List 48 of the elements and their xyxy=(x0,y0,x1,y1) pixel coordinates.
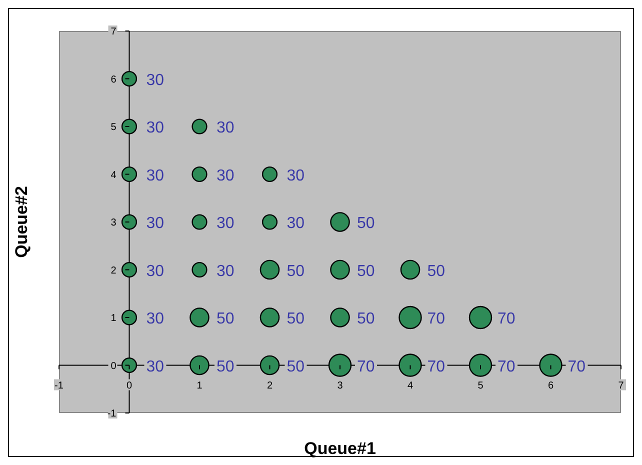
x-tick-label: 5 xyxy=(478,380,484,392)
y-tick-label: 3 xyxy=(110,218,117,228)
data-label: 30 xyxy=(216,215,234,232)
data-label: 30 xyxy=(146,310,164,328)
x-tick-label: 3 xyxy=(337,380,344,392)
data-label: 30 xyxy=(216,262,234,280)
data-label: 50 xyxy=(357,262,375,280)
data-label: 30 xyxy=(146,120,164,136)
data-label: 50 xyxy=(216,310,234,328)
y-tick-label: 7 xyxy=(110,26,117,38)
y-tick-label: 6 xyxy=(110,74,117,86)
data-label: 30 xyxy=(216,120,234,136)
data-label: 30 xyxy=(146,215,164,232)
y-axis-title: Queue#2 xyxy=(12,186,32,258)
data-label: 50 xyxy=(216,358,234,376)
data-label: 70 xyxy=(568,358,586,376)
data-label: 70 xyxy=(498,358,516,376)
data-label: 50 xyxy=(357,215,375,232)
y-tick-label: 0 xyxy=(110,360,117,372)
y-tick-label: 2 xyxy=(110,265,117,276)
x-tick-label: 1 xyxy=(196,380,203,392)
data-label: 50 xyxy=(286,358,305,376)
data-label: 30 xyxy=(216,167,234,184)
data-label: 30 xyxy=(146,358,164,376)
y-tick-label: 4 xyxy=(110,170,117,181)
data-label: 50 xyxy=(357,310,375,328)
x-tick-label: -1 xyxy=(54,380,64,392)
data-label: 70 xyxy=(498,310,516,328)
x-tick-label: 7 xyxy=(618,380,624,392)
x-axis-title: Queue#1 xyxy=(304,439,376,458)
y-tick-label: 1 xyxy=(110,313,117,324)
data-label: 70 xyxy=(427,358,446,376)
x-tick-label: 2 xyxy=(266,380,273,392)
data-label: 50 xyxy=(286,310,305,328)
data-label: 70 xyxy=(427,310,446,328)
data-label: 30 xyxy=(146,72,164,89)
data-label: 30 xyxy=(286,215,305,232)
data-label: 30 xyxy=(146,262,164,280)
data-label: 50 xyxy=(427,262,446,280)
y-tick-label: -1 xyxy=(107,408,117,420)
data-label: 30 xyxy=(286,167,305,184)
x-tick-label: 6 xyxy=(548,380,554,392)
data-label: 70 xyxy=(357,358,375,376)
x-tick-label: 0 xyxy=(126,380,132,392)
data-label: 50 xyxy=(286,262,305,280)
x-tick-label: 4 xyxy=(407,380,414,392)
data-label: 30 xyxy=(146,167,164,184)
y-tick-label: 5 xyxy=(110,122,117,133)
